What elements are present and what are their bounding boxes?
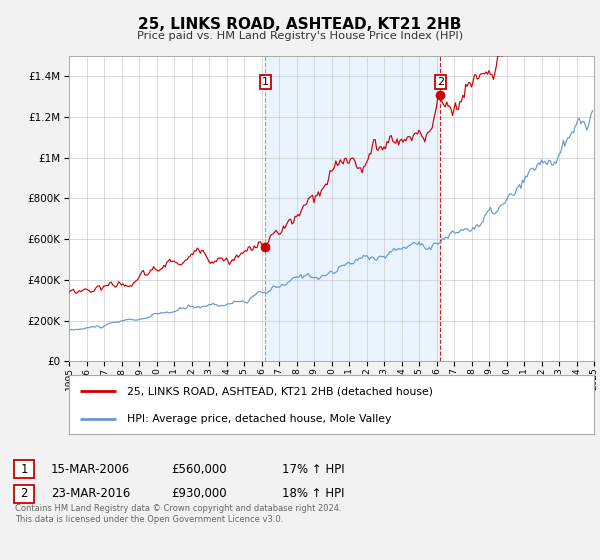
Text: 23-MAR-2016: 23-MAR-2016 — [51, 487, 130, 501]
Text: Price paid vs. HM Land Registry's House Price Index (HPI): Price paid vs. HM Land Registry's House … — [137, 31, 463, 41]
Bar — [265, 56, 440, 361]
Text: £930,000: £930,000 — [171, 487, 227, 501]
Text: 25, LINKS ROAD, ASHTEAD, KT21 2HB: 25, LINKS ROAD, ASHTEAD, KT21 2HB — [139, 17, 461, 32]
Text: 25, LINKS ROAD, ASHTEAD, KT21 2HB (detached house): 25, LINKS ROAD, ASHTEAD, KT21 2HB (detac… — [127, 386, 433, 396]
Text: £560,000: £560,000 — [171, 463, 227, 476]
Text: 2: 2 — [20, 487, 28, 501]
Text: 2: 2 — [437, 77, 444, 87]
Text: HPI: Average price, detached house, Mole Valley: HPI: Average price, detached house, Mole… — [127, 414, 391, 424]
Text: 17% ↑ HPI: 17% ↑ HPI — [282, 463, 344, 476]
Text: 1: 1 — [20, 463, 28, 476]
Text: 15-MAR-2006: 15-MAR-2006 — [51, 463, 130, 476]
Text: 1: 1 — [262, 77, 269, 87]
Text: 18% ↑ HPI: 18% ↑ HPI — [282, 487, 344, 501]
Text: Contains HM Land Registry data © Crown copyright and database right 2024.
This d: Contains HM Land Registry data © Crown c… — [15, 504, 341, 524]
